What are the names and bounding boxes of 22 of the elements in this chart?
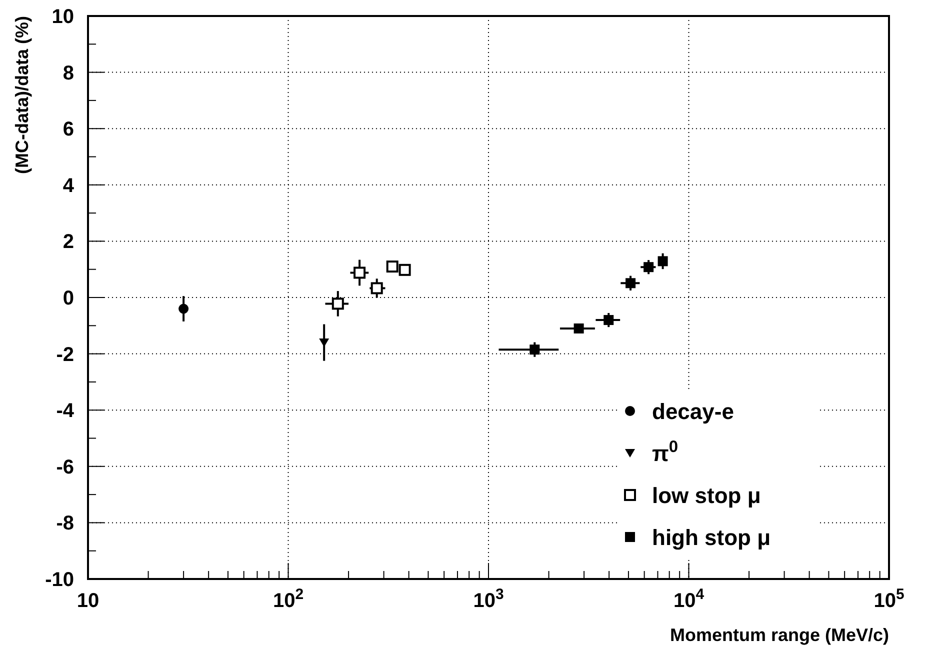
x-tick-label: 10$^{2}$ xyxy=(272,586,304,612)
y-axis-title: (MC-data)/data (%) xyxy=(12,16,32,174)
x-tick-label: 10$^{5}$ xyxy=(874,586,904,612)
y-tick-label: -8 xyxy=(56,512,74,535)
legend-label: decay-e xyxy=(652,399,734,424)
y-tick-label: -4 xyxy=(56,400,75,422)
legend-label: low stop μ xyxy=(652,483,761,508)
y-tick-label: 10 xyxy=(52,6,74,28)
x-axis-title: Momentum range (MeV/c) xyxy=(670,625,889,645)
x-tick-label: 10$^{3}$ xyxy=(473,586,504,612)
y-tick-label: 8 xyxy=(62,62,74,84)
y-tick-label: -2 xyxy=(56,344,74,366)
x-tick-label: 10 xyxy=(76,590,100,612)
legend-label: high stop μ xyxy=(652,525,771,550)
y-tick-label: 2 xyxy=(62,231,74,254)
legend-label: π$^{0}$ xyxy=(652,438,678,466)
y-tick-label: 6 xyxy=(62,118,74,141)
x-tick-label: 10$^{4}$ xyxy=(673,586,705,612)
y-tick-label: 4 xyxy=(62,174,75,197)
y-tick-label: 0 xyxy=(62,288,74,310)
y-tick-label: -10 xyxy=(45,569,74,591)
y-tick-label: -6 xyxy=(56,456,74,478)
